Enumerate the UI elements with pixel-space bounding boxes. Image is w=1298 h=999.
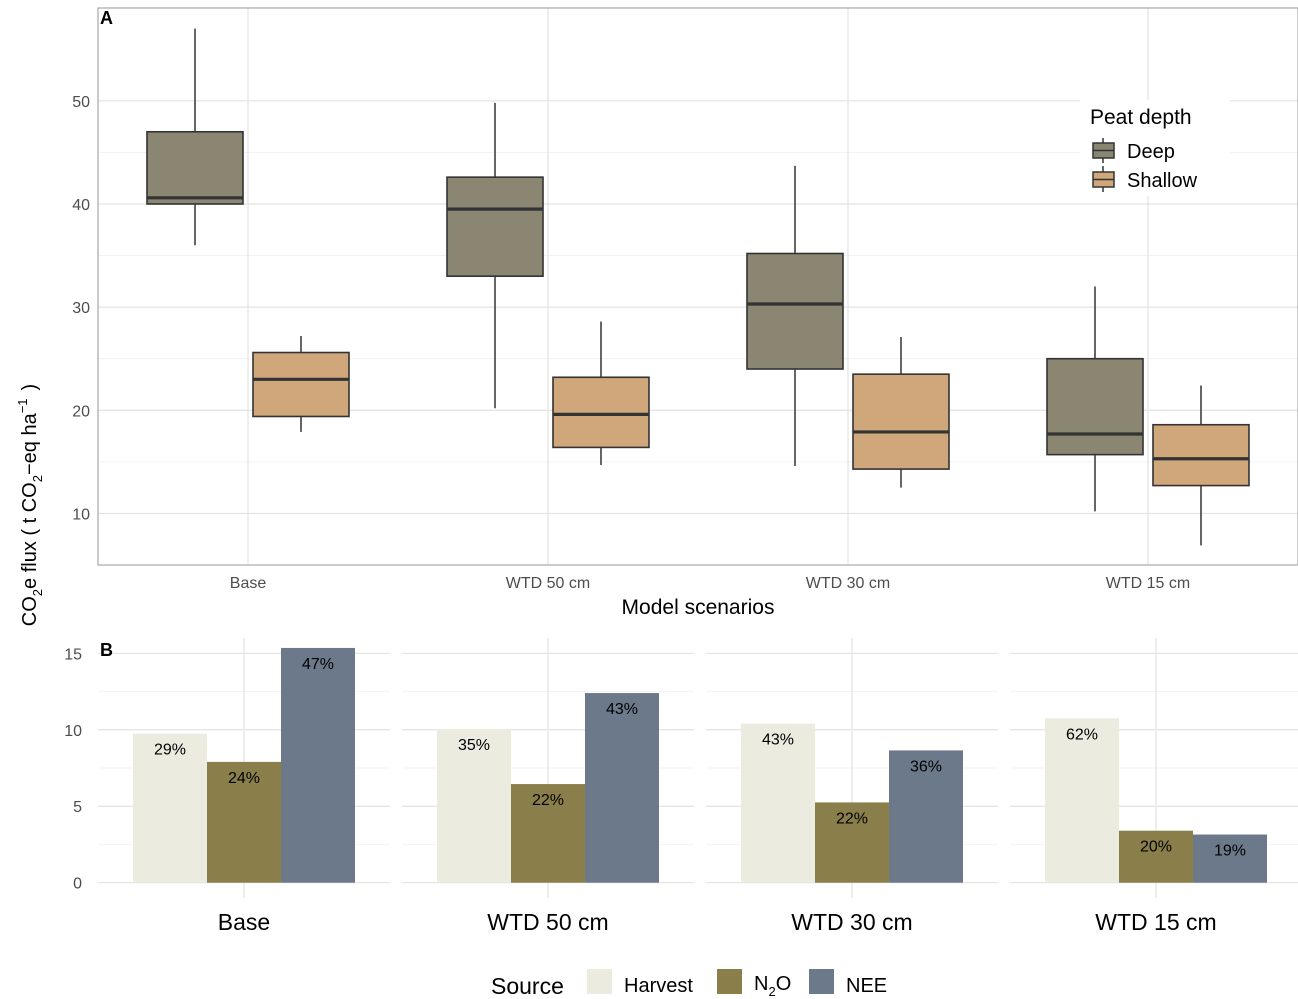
legend-source-title: Source xyxy=(491,973,564,999)
panel-a-x-tick-label: WTD 50 cm xyxy=(506,575,590,592)
bar-label-harvest-base: 29% xyxy=(154,742,186,759)
facet-label-base: Base xyxy=(218,909,270,935)
panel-a-y-tick-label: 40 xyxy=(72,197,90,214)
bar-label-harvest-wtd-50-cm: 35% xyxy=(458,737,490,754)
panel-a-y-tick-label: 20 xyxy=(72,403,90,420)
bar-label-harvest-wtd-30-cm: 43% xyxy=(762,732,794,749)
panel-a-boxes xyxy=(146,28,1250,546)
legend-key-nee xyxy=(809,969,834,994)
facet-label-wtd-15-cm: WTD 15 cm xyxy=(1095,909,1216,935)
bar-label-nee-wtd-30-cm: 36% xyxy=(910,758,942,775)
panel-b-facets: 29% 24% 47% 35% 22% 43% 43% 22% 36% 62% 20% 19% xyxy=(98,638,1298,898)
legend-peat-depth: Peat depth Deep Shallow xyxy=(1080,100,1230,196)
legend-source: Source Harvest N2O NEE xyxy=(491,969,887,999)
box-deep-wtd-30-cm xyxy=(746,252,844,370)
facet-base: 29% 24% 47% xyxy=(98,638,390,898)
panel-b-facet-labels: Base WTD 50 cm WTD 30 cm WTD 15 cm xyxy=(218,909,1217,935)
panel-b-y-ticks: 0 5 10 15 xyxy=(64,646,82,892)
legend-key-n2o xyxy=(717,969,742,994)
x-axis-label: Model scenarios xyxy=(622,596,775,619)
panel-a-y-tick-label: 10 xyxy=(72,506,90,523)
bar-nee-base xyxy=(281,647,355,883)
bar-harvest-base xyxy=(133,733,207,883)
panel-a-x-tick-label: WTD 15 cm xyxy=(1106,575,1190,592)
bar-harvest-wtd-50-cm xyxy=(437,729,511,883)
bar-nee-wtd-15-cm xyxy=(1193,834,1267,883)
bar-label-n2o-base: 24% xyxy=(228,770,260,787)
panel-a-label: A xyxy=(100,8,113,28)
panel-b-y-tick-label: 15 xyxy=(64,646,82,663)
facet-label-wtd-50-cm: WTD 50 cm xyxy=(487,909,608,935)
box-shallow-wtd-15-cm xyxy=(1152,423,1250,487)
legend-item-harvest: Harvest xyxy=(624,975,693,997)
box-deep-wtd-15-cm xyxy=(1046,357,1144,456)
box-deep-wtd-50-cm xyxy=(446,176,544,277)
y-axis-label: CO2e flux ( t CO2−eq ha−1) xyxy=(15,384,45,626)
bar-nee-wtd-30-cm xyxy=(889,750,963,883)
box-shallow-base xyxy=(252,351,350,418)
box-shallow-wtd-30-cm xyxy=(852,373,950,470)
legend-item-deep: Deep xyxy=(1127,141,1175,163)
bar-n2o-base xyxy=(207,761,281,883)
panel-a-y-tick-label: 50 xyxy=(72,94,90,111)
panel-b-y-tick-label: 0 xyxy=(73,876,82,893)
panel-a-border xyxy=(97,7,1298,566)
bar-n2o-wtd-50-cm xyxy=(511,784,585,883)
legend-item-nee: NEE xyxy=(846,975,887,997)
legend-item-shallow: Shallow xyxy=(1127,170,1198,192)
box-shallow-wtd-50-cm xyxy=(552,376,650,449)
panel-a-y-ticks: 10 20 30 40 50 xyxy=(72,94,90,524)
bar-label-nee-wtd-15-cm: 19% xyxy=(1214,843,1246,860)
panel-a-x-tick-label: Base xyxy=(230,575,267,592)
bar-nee-wtd-50-cm xyxy=(585,693,659,883)
panel-a-gridlines xyxy=(98,8,1298,565)
box-deep-base xyxy=(146,130,244,205)
panel-b-y-tick-label: 5 xyxy=(73,799,82,816)
panel-b-y-tick-label: 10 xyxy=(64,723,82,740)
legend-key-harvest xyxy=(587,969,612,994)
panel-b-bars: 29% 24% 47% 35% 22% 43% 43% 22% 36% 62% 20% 19% B 0… xyxy=(64,638,1298,999)
legend-title: Peat depth xyxy=(1090,106,1192,129)
bar-label-nee-wtd-50-cm: 43% xyxy=(606,701,638,718)
legend-item-n2o: N2O xyxy=(754,973,791,999)
bar-n2o-wtd-30-cm xyxy=(815,802,889,883)
bar-harvest-wtd-15-cm xyxy=(1045,718,1119,883)
panel-a-y-tick-label: 30 xyxy=(72,300,90,317)
bar-label-n2o-wtd-15-cm: 20% xyxy=(1140,839,1172,856)
bar-harvest-wtd-30-cm xyxy=(741,723,815,883)
panel-a-x-tick-label: WTD 30 cm xyxy=(806,575,890,592)
bar-label-nee-base: 47% xyxy=(302,656,334,673)
facet-label-wtd-30-cm: WTD 30 cm xyxy=(791,909,912,935)
bar-label-n2o-wtd-50-cm: 22% xyxy=(532,792,564,809)
bar-label-harvest-wtd-15-cm: 62% xyxy=(1066,726,1098,743)
facet-wtd-15-cm: 62% 20% 19% xyxy=(1010,638,1298,898)
bar-n2o-wtd-15-cm xyxy=(1119,830,1193,883)
panel-a-boxplot: A 10 20 30 40 50 Base WTD 50 cm WTD 30 cm WTD 1… xyxy=(72,7,1298,619)
panel-b-label: B xyxy=(100,640,113,660)
bar-label-n2o-wtd-30-cm: 22% xyxy=(836,810,868,827)
facet-wtd-50-cm: 35% 22% 43% xyxy=(402,638,694,898)
facet-wtd-30-cm: 43% 22% 36% xyxy=(706,638,998,898)
panel-a-x-ticks: Base WTD 50 cm WTD 30 cm WTD 15 cm xyxy=(230,575,1190,592)
